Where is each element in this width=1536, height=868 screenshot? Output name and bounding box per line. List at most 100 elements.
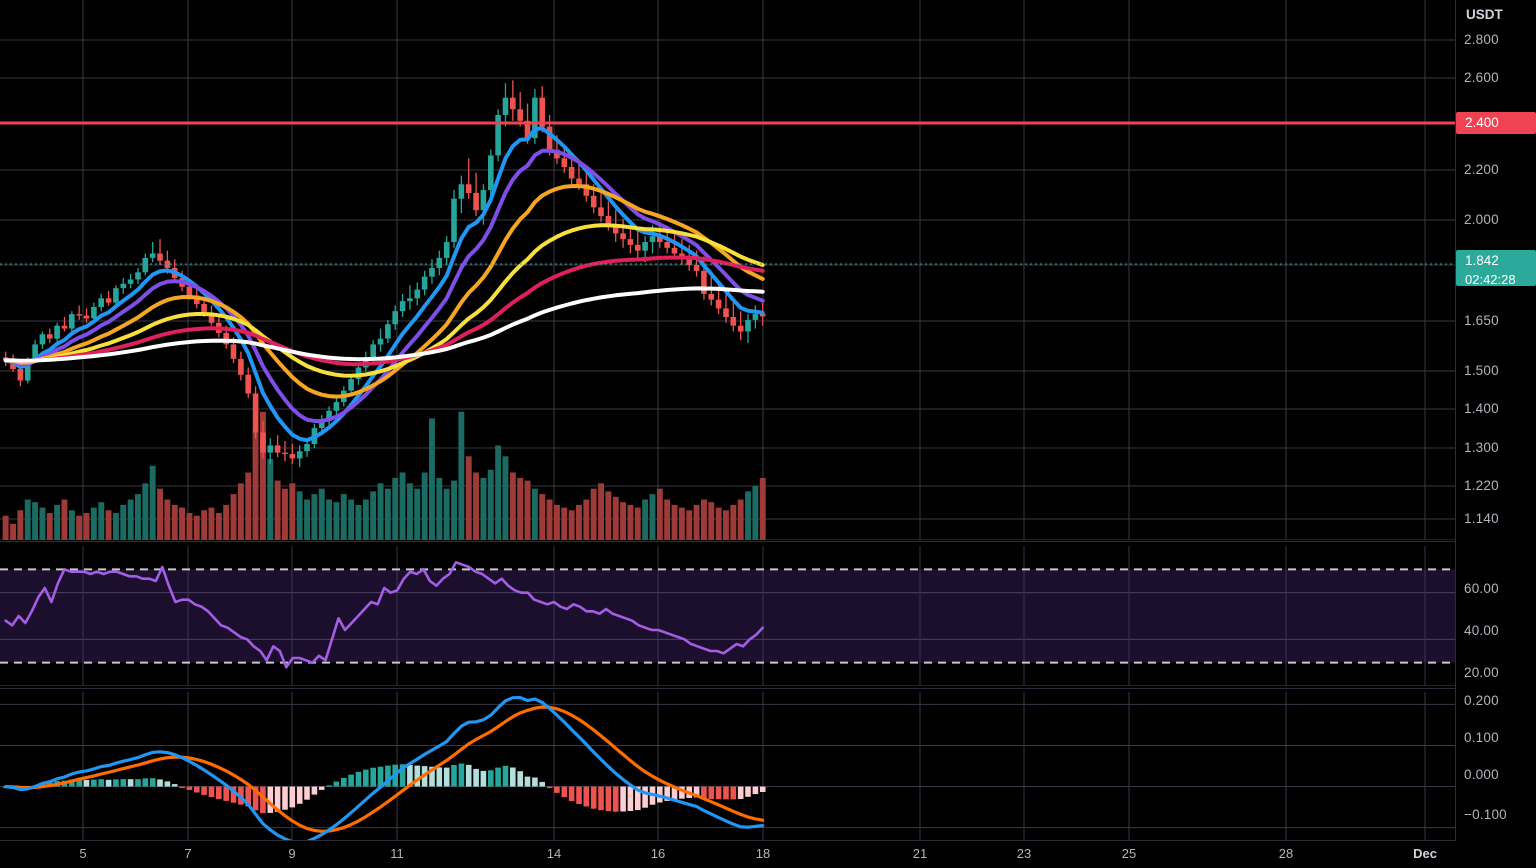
volume-bar	[245, 472, 252, 540]
macd-histogram-bar	[679, 786, 685, 799]
volume-bar	[83, 513, 90, 540]
macd-histogram-bar	[612, 786, 619, 812]
candle-body	[208, 312, 215, 323]
macd-histogram-bar	[429, 766, 435, 787]
volume-bar	[311, 494, 318, 540]
last-price-badge[interactable]: 1.842 02:42:28	[1456, 250, 1536, 287]
rsi-chart-svg	[0, 546, 1456, 686]
macd-histogram-bar	[267, 786, 274, 813]
price-axis-tick: 1.500	[1464, 363, 1499, 378]
candle-body	[649, 236, 656, 242]
macd-histogram-bar	[605, 786, 612, 812]
macd-histogram-bar	[715, 786, 722, 800]
volume-bar	[634, 507, 641, 540]
macd-histogram-bar	[171, 784, 178, 787]
volume-bar	[451, 480, 457, 540]
price-axis[interactable]: USDT 2.800 2.600 2.200 2.000 1.650 1.500 1.400…	[1456, 0, 1536, 840]
candle-body	[737, 325, 744, 332]
macd-chart-svg	[0, 692, 1456, 840]
volume-bar	[179, 507, 185, 540]
candle-body	[83, 315, 90, 319]
time-axis-tick: 23	[1016, 846, 1032, 861]
macd-histogram-bar	[539, 781, 545, 787]
volume-bar	[186, 513, 193, 540]
volume-bar	[539, 494, 546, 540]
macd-histogram-bar	[554, 786, 560, 793]
candle-body	[377, 338, 384, 345]
candle-body	[17, 369, 24, 381]
volume-bar	[517, 477, 524, 540]
macd-histogram-bar	[120, 779, 127, 787]
candle-body	[605, 216, 612, 225]
macd-pane[interactable]	[0, 692, 1456, 840]
time-axis[interactable]: 5 7 9 11 14 16 18 21 23 25 28 Dec	[0, 841, 1536, 868]
macd-histogram-bar	[576, 786, 582, 804]
candle-body	[164, 260, 171, 268]
macd-histogram-bar	[223, 786, 229, 801]
moving-average-line	[3, 286, 765, 363]
volume-bar	[348, 499, 355, 540]
macd-line	[4, 696, 765, 840]
candle-body	[47, 334, 53, 339]
time-axis-tick: 21	[912, 846, 928, 861]
moving-average-line	[3, 223, 765, 378]
time-axis-tick: 18	[755, 846, 771, 861]
candle-body	[120, 283, 127, 289]
macd-histogram-bar	[113, 779, 119, 787]
candle-body	[414, 289, 421, 299]
macd-signal-line	[4, 705, 765, 833]
candle-body	[671, 247, 678, 254]
macd-histogram-bar	[451, 765, 457, 787]
candle-body	[98, 298, 104, 307]
candle-body	[576, 178, 582, 185]
volume-bar	[642, 499, 649, 540]
candle-body	[759, 314, 766, 317]
candle-body	[245, 374, 251, 394]
volume-bar	[458, 411, 465, 540]
volume-bar	[215, 513, 222, 540]
volume-bar	[120, 504, 127, 540]
last-price-value: 1.842	[1465, 253, 1499, 268]
volume-bar	[554, 504, 560, 540]
volume-bar	[605, 491, 612, 540]
volume-bar	[32, 502, 38, 540]
candle-body	[488, 155, 494, 190]
macd-histogram-bar	[377, 766, 384, 787]
volume-bar	[465, 456, 472, 540]
candle-body	[61, 325, 68, 329]
candle-body	[370, 344, 376, 358]
candle-body	[723, 308, 729, 318]
volume-bar	[429, 418, 435, 540]
volume-bar	[392, 477, 399, 540]
candle-body	[149, 253, 156, 258]
price-pane[interactable]	[0, 0, 1456, 540]
time-axis-tick: Dec	[1413, 846, 1437, 861]
volume-bar	[10, 523, 16, 540]
macd-histogram-bar	[91, 779, 97, 787]
macd-histogram-bar	[708, 786, 715, 799]
volume-bar	[267, 459, 274, 540]
volume-bar	[296, 491, 303, 540]
volume-bar	[759, 477, 766, 540]
candle-body	[296, 451, 303, 459]
volume-bar	[620, 502, 626, 540]
volume-bar	[598, 483, 604, 540]
rsi-pane[interactable]	[0, 546, 1456, 686]
resistance-price-badge[interactable]: 2.400	[1456, 112, 1536, 134]
volume-bar	[671, 504, 678, 540]
rsi-band-fill	[0, 569, 1456, 663]
candle-body	[289, 454, 296, 459]
volume-bar	[568, 510, 575, 540]
candle-body	[693, 265, 700, 271]
macd-histogram-bar	[407, 764, 413, 787]
candle-body	[752, 314, 759, 320]
macd-histogram-bar	[83, 779, 90, 787]
candle-body	[443, 242, 450, 258]
price-axis-tick: 1.400	[1464, 401, 1499, 416]
candle-body	[194, 295, 200, 305]
volume-bar	[98, 502, 105, 540]
candle-body	[142, 257, 149, 273]
volume-bar	[752, 486, 759, 540]
volume-bar	[723, 510, 729, 540]
volume-bar	[487, 469, 494, 540]
